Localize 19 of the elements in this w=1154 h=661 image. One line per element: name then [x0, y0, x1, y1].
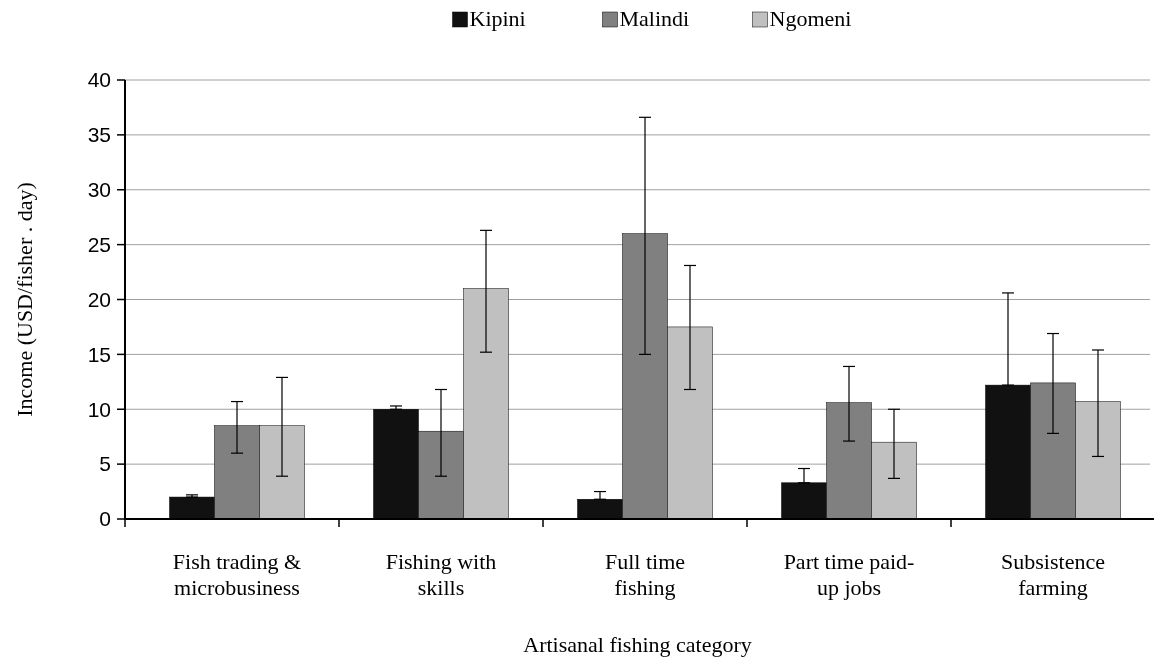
y-tick-label: 35: [87, 123, 111, 147]
y-tick-label: 5: [99, 452, 111, 476]
y-tick-label: 15: [87, 342, 111, 366]
legend-label: Ngomeni: [769, 6, 852, 31]
x-tick-label: Fish trading & microbusiness: [172, 549, 302, 600]
y-tick-label: 40: [87, 68, 111, 92]
x-tick-label: Part time paid-up jobs: [783, 549, 915, 600]
x-tick-label: Subsistence farming: [1001, 549, 1105, 600]
y-tick-label: 10: [87, 397, 111, 421]
x-tick-label: Fishing with skills: [385, 549, 497, 600]
legend-label: Malindi: [619, 6, 690, 31]
y-tick-label: 20: [87, 287, 111, 311]
y-axis-title: Income (USD/fisher . day): [12, 182, 37, 417]
legend-label: Kipini: [469, 6, 526, 31]
y-tick-label: 30: [87, 178, 111, 202]
y-tick-label: 0: [99, 507, 111, 531]
x-tick-label: Full time fishing: [604, 549, 686, 600]
y-tick-label: 25: [87, 232, 111, 256]
x-axis-title: Artisanal fishing category: [523, 632, 752, 657]
